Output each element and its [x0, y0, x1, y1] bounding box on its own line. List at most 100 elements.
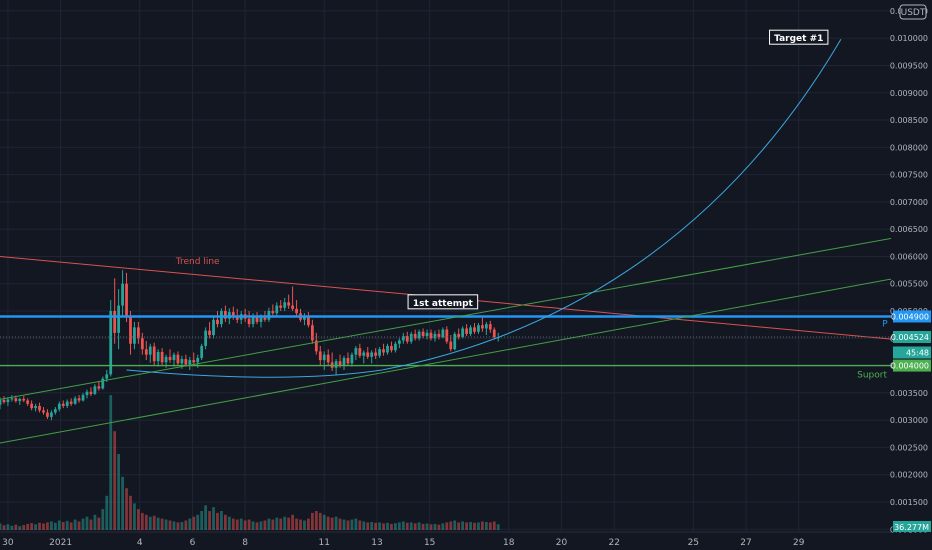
volume-bar — [417, 522, 421, 530]
volume-bar — [259, 521, 263, 530]
candle-body — [6, 399, 10, 403]
candle-body — [105, 374, 109, 379]
volume-bar — [18, 526, 22, 530]
candle-body — [57, 403, 61, 410]
candle-body — [18, 398, 22, 402]
currency-badge[interactable]: USDT — [899, 4, 927, 20]
candle-body — [26, 400, 30, 404]
candle-body — [89, 391, 93, 394]
price-tick-label: 0.008500 — [890, 116, 928, 125]
volume-bar — [152, 515, 156, 530]
volume-bar — [390, 523, 393, 530]
volume-bar — [69, 522, 73, 530]
channel-upper-line — [0, 237, 892, 400]
price-axis-panel[interactable] — [891, 0, 932, 532]
price-tick-label: 0.005500 — [890, 280, 928, 289]
candle-body — [101, 378, 105, 389]
time-tick-label: 4 — [137, 538, 143, 548]
candle-body — [235, 316, 239, 320]
candle-body — [176, 354, 180, 364]
candle-body — [196, 357, 200, 363]
volume-bar — [243, 520, 247, 530]
candle-body — [65, 401, 69, 406]
volume-bar — [362, 521, 366, 530]
candle-body — [445, 329, 449, 342]
time-tick-label: 30 — [2, 538, 14, 548]
candle-body — [46, 412, 49, 417]
volume-bar — [405, 522, 409, 530]
price-label-bg — [893, 346, 931, 359]
volume-bar — [239, 518, 243, 530]
annotation-text: Target #1 — [774, 34, 823, 44]
price-label-text: 0.004900 — [891, 312, 929, 321]
candle-body — [354, 348, 358, 355]
candle-body — [140, 338, 144, 350]
candle-body — [34, 405, 37, 409]
volume-bar — [121, 476, 124, 530]
volume-bar — [465, 522, 468, 530]
candle-body — [231, 312, 235, 317]
candle-body — [255, 316, 259, 322]
candle-body — [322, 354, 326, 361]
volume-bar — [53, 522, 57, 530]
time-tick-label: 8 — [242, 538, 248, 548]
candle-body — [137, 327, 140, 339]
candle-body — [50, 412, 53, 417]
volume-bar — [445, 522, 449, 530]
volume-bar — [433, 523, 437, 530]
candle-body — [188, 360, 192, 365]
price-tick-label: 0.006500 — [890, 225, 928, 234]
volume-bar — [129, 495, 132, 530]
volume-bar — [271, 519, 275, 530]
candle-body — [14, 398, 18, 402]
volume-bar — [73, 519, 77, 530]
volume-bar — [77, 521, 81, 530]
volume-bar — [65, 520, 69, 530]
candle-body — [449, 341, 453, 350]
volume-bar — [109, 395, 113, 530]
volume-bar — [366, 522, 370, 530]
volume-bar — [140, 512, 144, 530]
candle-body — [314, 340, 318, 352]
volume-bar — [310, 512, 314, 530]
candle-body — [259, 317, 263, 322]
volume-bar — [469, 522, 472, 530]
volume-bar — [326, 516, 330, 530]
volume-bar — [184, 520, 188, 530]
candle-body — [473, 327, 476, 332]
volume-bar — [255, 522, 259, 530]
candle-body — [382, 349, 385, 353]
volume-bar — [397, 522, 401, 530]
price-tick-label: 0.003000 — [890, 416, 928, 425]
candle-body — [61, 403, 65, 406]
volume-bar — [299, 519, 302, 530]
volume-bar — [386, 522, 389, 530]
volume-bar — [338, 518, 342, 530]
price-tick-label: 0.007000 — [890, 198, 928, 207]
candle-body — [117, 305, 121, 333]
volume-bar — [38, 522, 41, 530]
price-tick-label: 0.001500 — [890, 498, 928, 507]
candle-body — [303, 316, 306, 320]
candle-body — [401, 336, 405, 341]
volume-bar — [492, 521, 496, 530]
candle-body — [307, 316, 310, 326]
price-tick-label: 0.008000 — [890, 143, 928, 152]
candle-body — [180, 359, 184, 364]
volume-bar — [85, 516, 89, 530]
candle-body — [390, 345, 393, 351]
candle-body — [200, 345, 204, 358]
candle-body — [453, 333, 457, 350]
candle-body — [81, 395, 85, 401]
volume-bar — [204, 505, 207, 530]
volume-bar — [251, 521, 255, 530]
volume-bar — [481, 521, 484, 530]
volume-bar — [461, 521, 465, 530]
volume-bar — [89, 519, 93, 530]
time-axis[interactable]: 30 2021 4 6 8 11 13 15 18 20 22 25 27 29 — [0, 531, 891, 548]
drawings[interactable]: Trend line Suport 1st attempt Target #1 — [0, 29, 892, 444]
candle-body — [465, 328, 468, 334]
candle-body — [457, 333, 461, 338]
price-label-bg — [893, 359, 931, 372]
